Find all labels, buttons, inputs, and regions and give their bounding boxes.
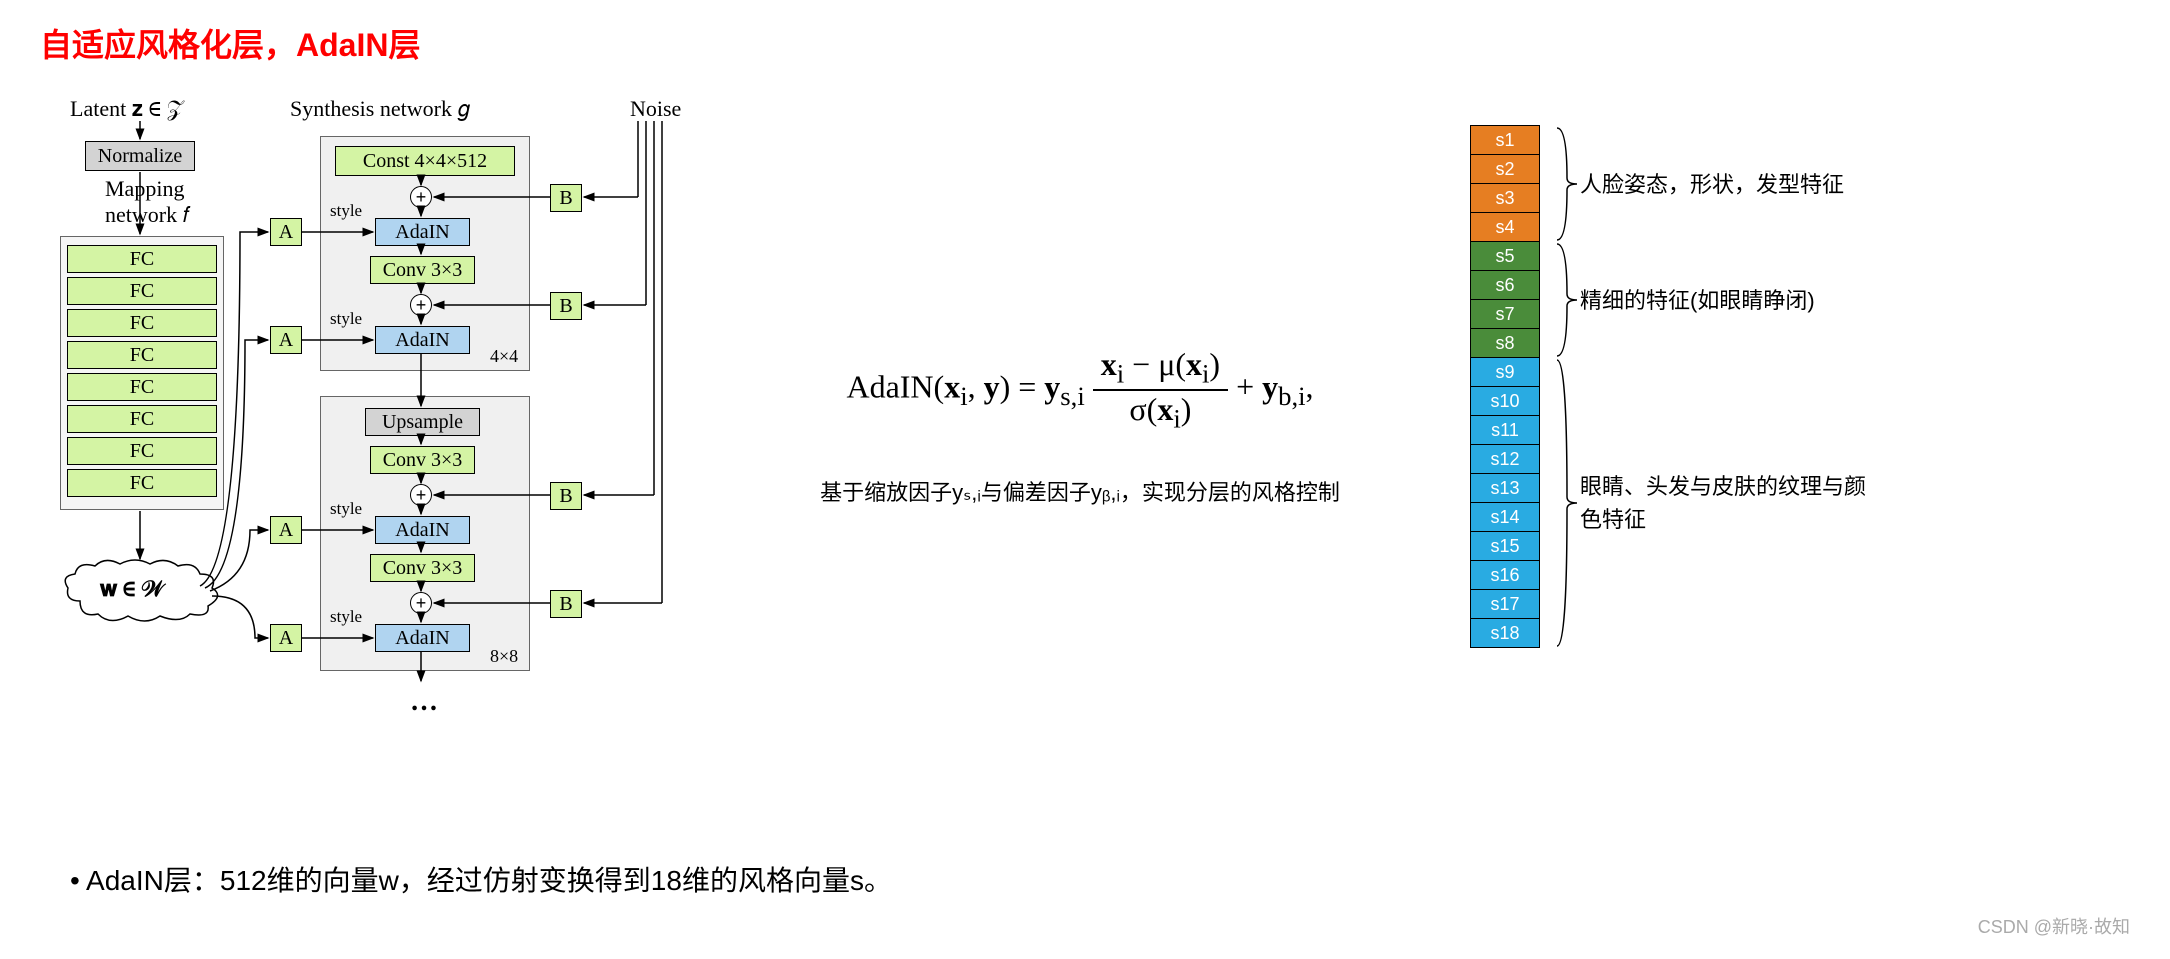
style-cell: s1 — [1470, 125, 1540, 155]
b-box-2: B — [550, 292, 582, 320]
fc-container: FC FC FC FC FC FC FC FC — [60, 236, 224, 510]
bracket-group: 人脸姿态，形状，发型特征 — [1555, 126, 1844, 242]
fc-box: FC — [67, 277, 217, 305]
bracket-section: 人脸姿态，形状，发型特征精细的特征(如眼睛睁闭) 眼睛、头发与皮肤的纹理与颜色特征 — [1555, 126, 1915, 716]
main-content: Latent 𝐳 ∈ 𝒵 Synthesis network 𝑔 Noise N… — [40, 96, 2130, 716]
adain-box-1: AdaIN — [375, 218, 470, 246]
noise-label: Noise — [630, 96, 681, 122]
fc-box: FC — [67, 245, 217, 273]
page-title: 自适应风格化层，AdaIN层 — [40, 20, 2130, 66]
conv-box-2: Conv 3×3 — [370, 446, 475, 474]
style-cell: s15 — [1470, 531, 1540, 561]
bullet-description: AdaIN层：512维的向量w，经过仿射变换得到18维的风格向量s。 — [70, 859, 892, 899]
style-label-1: style — [330, 201, 362, 221]
plus-4: + — [410, 592, 432, 614]
bracket-group: 精细的特征(如眼睛睁闭) — [1555, 242, 1815, 358]
mapping-label: Mapping network 𝑓 — [105, 176, 189, 229]
adain-box-4: AdaIN — [375, 624, 470, 652]
style-cells-column: s1s2s3s4s5s6s7s8s9s10s11s12s13s14s15s16s… — [1470, 126, 1540, 716]
style-cell: s10 — [1470, 386, 1540, 416]
b-box-3: B — [550, 482, 582, 510]
style-cell: s11 — [1470, 415, 1540, 445]
const-box: Const 4×4×512 — [335, 146, 515, 176]
a-box-2: A — [270, 326, 302, 354]
architecture-diagram: Latent 𝐳 ∈ 𝒵 Synthesis network 𝑔 Noise N… — [40, 96, 690, 716]
style-label-4: style — [330, 607, 362, 627]
conv-box-1: Conv 3×3 — [370, 256, 475, 284]
normalize-box: Normalize — [85, 141, 195, 171]
synthesis-label: Synthesis network 𝑔 — [290, 96, 470, 122]
style-cell: s2 — [1470, 154, 1540, 184]
a-box-4: A — [270, 624, 302, 652]
style-label-3: style — [330, 499, 362, 519]
watermark: CSDN @新晓·故知 — [1978, 913, 2130, 939]
style-cell: s17 — [1470, 589, 1540, 619]
bracket-group: 眼睛、头发与皮肤的纹理与颜色特征 — [1555, 358, 1880, 648]
style-cell: s13 — [1470, 473, 1540, 503]
w-label: 𝐰 ∈ 𝒲 — [100, 576, 164, 602]
fc-box: FC — [67, 373, 217, 401]
bracket-label: 人脸姿态，形状，发型特征 — [1580, 168, 1844, 201]
latent-label: Latent 𝐳 ∈ 𝒵 — [70, 96, 183, 122]
adain-box-3: AdaIN — [375, 516, 470, 544]
b-box-1: B — [550, 184, 582, 212]
block1-size: 4×4 — [490, 346, 518, 367]
b-box-4: B — [550, 590, 582, 618]
style-label-2: style — [330, 309, 362, 329]
style-layers-table: s1s2s3s4s5s6s7s8s9s10s11s12s13s14s15s16s… — [1470, 96, 1920, 716]
adain-box-2: AdaIN — [375, 326, 470, 354]
style-cell: s14 — [1470, 502, 1540, 532]
plus-1: + — [410, 186, 432, 208]
plus-2: + — [410, 294, 432, 316]
style-cell: s12 — [1470, 444, 1540, 474]
plus-3: + — [410, 484, 432, 506]
bracket-label: 精细的特征(如眼睛睁闭) — [1580, 284, 1815, 317]
a-box-3: A — [270, 516, 302, 544]
style-cell: s3 — [1470, 183, 1540, 213]
style-cell: s6 — [1470, 270, 1540, 300]
block2-size: 8×8 — [490, 646, 518, 667]
bracket-label: 眼睛、头发与皮肤的纹理与颜色特征 — [1580, 470, 1880, 536]
formula-description: 基于缩放因子yₛ,ᵢ与偏差因子yᵦ,ᵢ，实现分层的风格控制 — [730, 475, 1430, 507]
style-cell: s5 — [1470, 241, 1540, 271]
ellipsis: … — [410, 686, 438, 718]
style-cell: s8 — [1470, 328, 1540, 358]
fc-box: FC — [67, 469, 217, 497]
upsample-box: Upsample — [365, 408, 480, 436]
fc-box: FC — [67, 341, 217, 369]
fc-box: FC — [67, 437, 217, 465]
style-cell: s9 — [1470, 357, 1540, 387]
adain-formula: AdaIN(xi, y) = ys,i xi − μ(xi) σ(xi) + y… — [730, 346, 1430, 435]
conv-box-3: Conv 3×3 — [370, 554, 475, 582]
formula-section: AdaIN(xi, y) = ys,i xi − μ(xi) σ(xi) + y… — [730, 96, 1430, 716]
style-cell: s7 — [1470, 299, 1540, 329]
style-cell: s4 — [1470, 212, 1540, 242]
style-cell: s18 — [1470, 618, 1540, 648]
fc-box: FC — [67, 309, 217, 337]
fc-box: FC — [67, 405, 217, 433]
style-cell: s16 — [1470, 560, 1540, 590]
a-box-1: A — [270, 218, 302, 246]
